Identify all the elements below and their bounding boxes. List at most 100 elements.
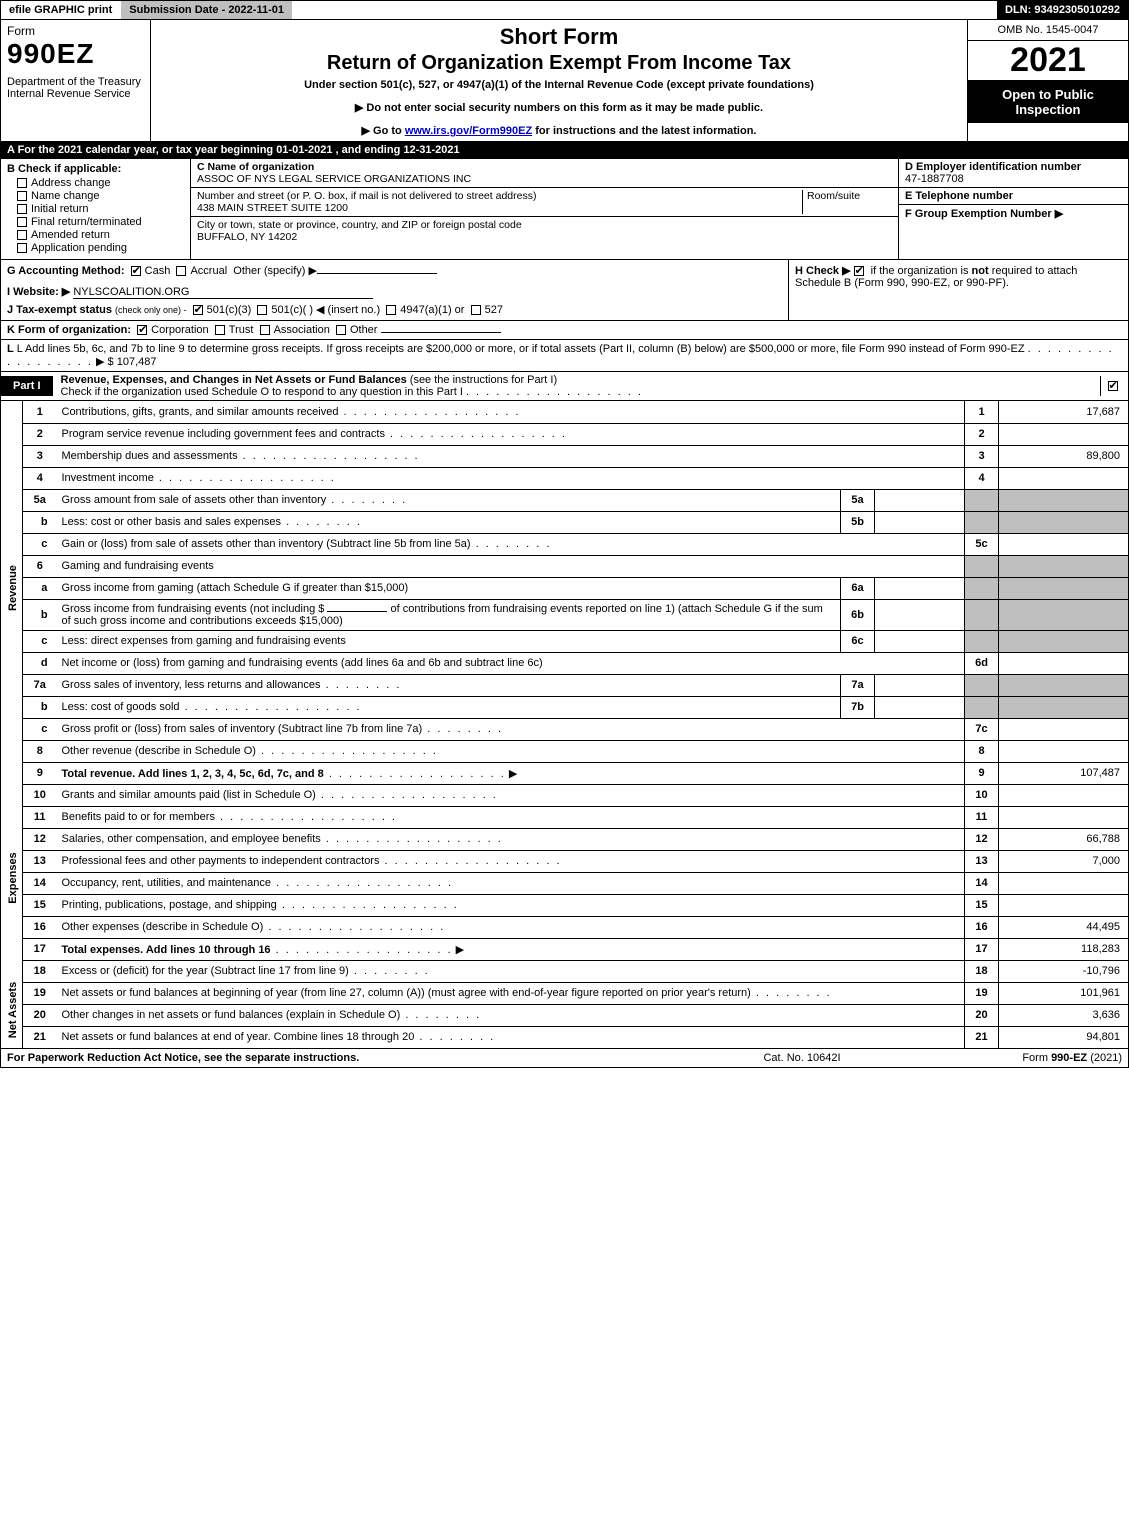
checkbox-checked-icon[interactable] [854,266,864,276]
checkbox-icon[interactable] [386,305,396,315]
checkbox-icon [17,230,27,240]
grey-cell [999,489,1129,511]
minibox-label: 6c [841,630,875,652]
line-amt: 3,636 [999,1004,1129,1026]
chk-label: Amended return [31,229,110,241]
irs-link[interactable]: www.irs.gov/Form990EZ [405,125,532,137]
line-num: b [23,599,57,630]
table-row: 15 Printing, publications, postage, and … [1,894,1129,916]
line6b-blank[interactable] [327,611,387,612]
note-ssn: ▶ Do not enter social security numbers o… [157,101,961,114]
part1-title: Revenue, Expenses, and Changes in Net As… [61,374,407,386]
line-amt: 89,800 [999,445,1129,467]
dln-label: DLN: 93492305010292 [997,1,1128,19]
part1-tab: Part I [1,376,53,396]
part1-check[interactable] [1100,376,1128,396]
line-rnum: 18 [965,960,999,982]
checkbox-checked-icon[interactable] [137,325,147,335]
minibox-label: 5b [841,511,875,533]
chk-amended-return[interactable]: Amended return [17,229,184,241]
line-num: 12 [23,828,57,850]
minibox-value [875,674,965,696]
table-row: a Gross income from gaming (attach Sched… [1,577,1129,599]
chk-initial-return[interactable]: Initial return [17,203,184,215]
table-row: c Less: direct expenses from gaming and … [1,630,1129,652]
chk-application-pending[interactable]: Application pending [17,242,184,254]
chk-name-change[interactable]: Name change [17,190,184,202]
grey-cell [965,489,999,511]
table-row: 12 Salaries, other compensation, and emp… [1,828,1129,850]
checkbox-checked-icon[interactable] [193,305,203,315]
g-other-input[interactable] [317,273,437,274]
k-corporation: Corporation [151,324,208,336]
chk-address-change[interactable]: Address change [17,177,184,189]
line-rnum: 13 [965,850,999,872]
j-501c3: 501(c)(3) [207,304,252,316]
line-desc: Contributions, gifts, grants, and simila… [57,401,965,423]
line-rnum: 2 [965,423,999,445]
website-value[interactable]: NYLSCOALITION.ORG [73,286,373,299]
table-row: 20 Other changes in net assets or fund b… [1,1004,1129,1026]
line-desc: Gross amount from sale of assets other t… [57,489,841,511]
k-trust: Trust [229,324,254,336]
checkbox-icon [17,243,27,253]
line-amt [999,806,1129,828]
g-accrual: Accrual [190,265,227,277]
chk-final-return[interactable]: Final return/terminated [17,216,184,228]
line-num: 11 [23,806,57,828]
line-rnum: 11 [965,806,999,828]
d-label: D Employer identification number [905,161,1081,173]
line-num: 16 [23,916,57,938]
checkbox-icon[interactable] [471,305,481,315]
line-rnum: 14 [965,872,999,894]
line-rnum: 9 [965,762,999,784]
checkbox-icon [17,178,27,188]
f-label: F Group Exemption Number ▶ [905,208,1063,220]
table-row: 14 Occupancy, rent, utilities, and maint… [1,872,1129,894]
table-row: 9 Total revenue. Add lines 1, 2, 3, 4, 5… [1,762,1129,784]
checkbox-icon[interactable] [260,325,270,335]
city-label: City or town, state or province, country… [197,219,522,231]
line-rnum: 21 [965,1026,999,1048]
line-num: 19 [23,982,57,1004]
grey-cell [965,696,999,718]
line-desc: Program service revenue including govern… [57,423,965,445]
checkbox-icon[interactable] [336,325,346,335]
line-rnum: 1 [965,401,999,423]
line-amt: 101,961 [999,982,1129,1004]
line-num: c [23,718,57,740]
h-not: not [972,265,989,277]
minibox-value [875,696,965,718]
line-rnum: 12 [965,828,999,850]
line-num: 7a [23,674,57,696]
grey-cell [965,674,999,696]
line-amt [999,740,1129,762]
part1-check-line: Check if the organization used Schedule … [61,386,463,398]
org-name: ASSOC OF NYS LEGAL SERVICE ORGANIZATIONS… [197,173,471,185]
line-desc: Total revenue. Add lines 1, 2, 3, 4, 5c,… [57,762,965,784]
line-desc: Excess or (deficit) for the year (Subtra… [57,960,965,982]
line-num: 9 [23,762,57,784]
department-label: Department of the Treasury Internal Reve… [7,76,144,100]
j-label: J Tax-exempt status [7,304,112,316]
table-row: Revenue 1 Contributions, gifts, grants, … [1,401,1129,423]
efile-label[interactable]: efile GRAPHIC print [1,1,121,19]
street-value: 438 MAIN STREET SUITE 1200 [197,202,348,214]
line-amt: 107,487 [999,762,1129,784]
checkbox-checked-icon[interactable] [131,266,141,276]
table-row: 6 Gaming and fundraising events [1,555,1129,577]
grey-cell [965,577,999,599]
checkbox-icon[interactable] [176,266,186,276]
chk-label: Address change [31,177,111,189]
tax-year: 2021 [968,41,1128,80]
checkbox-icon[interactable] [257,305,267,315]
footer-form-num: 990-EZ [1051,1052,1087,1064]
j-4947: 4947(a)(1) or [400,304,464,316]
line-num: c [23,630,57,652]
chk-label: Name change [31,190,100,202]
part1-header: Part I Revenue, Expenses, and Changes in… [0,372,1129,401]
line-num: 8 [23,740,57,762]
checkbox-icon[interactable] [215,325,225,335]
k-other-input[interactable] [381,332,501,333]
line-desc: Gain or (loss) from sale of assets other… [57,533,965,555]
